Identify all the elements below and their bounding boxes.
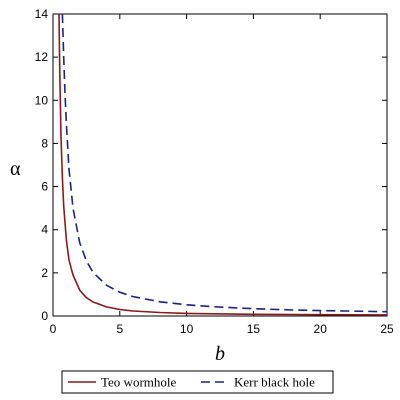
x-tick-label: 25 bbox=[380, 322, 394, 336]
series-layer bbox=[58, 13, 388, 316]
y-tick-label: 0 bbox=[41, 309, 48, 323]
series-line-kerr-black-hole bbox=[61, 13, 388, 313]
x-axis-label: b bbox=[215, 343, 225, 365]
y-axis-ticks: 0 2 4 6 8 10 12 14 bbox=[35, 7, 387, 323]
y-tick-label: 8 bbox=[41, 136, 48, 150]
y-tick-label: 2 bbox=[41, 266, 48, 280]
y-tick-label: 14 bbox=[35, 7, 49, 21]
x-tick-label: 20 bbox=[314, 322, 328, 336]
y-tick-label: 4 bbox=[41, 223, 48, 237]
legend-label: Teo wormhole bbox=[101, 375, 176, 390]
y-tick-label: 6 bbox=[41, 180, 48, 194]
x-tick-label: 5 bbox=[116, 322, 123, 336]
y-axis-label: α bbox=[10, 158, 21, 180]
legend-box bbox=[61, 370, 334, 394]
x-tick-label: 0 bbox=[50, 322, 57, 336]
x-axis-ticks: 0 5 10 15 20 25 bbox=[50, 14, 394, 336]
legend-label: Kerr black hole bbox=[234, 375, 315, 390]
legend: Teo wormhole Kerr black hole bbox=[61, 370, 334, 394]
series-line-teo-wormhole bbox=[58, 13, 388, 316]
x-tick-label: 15 bbox=[247, 322, 261, 336]
y-tick-label: 12 bbox=[35, 50, 49, 64]
y-tick-label: 10 bbox=[35, 93, 49, 107]
plot-frame bbox=[52, 13, 388, 317]
x-tick-label: 10 bbox=[180, 322, 194, 336]
